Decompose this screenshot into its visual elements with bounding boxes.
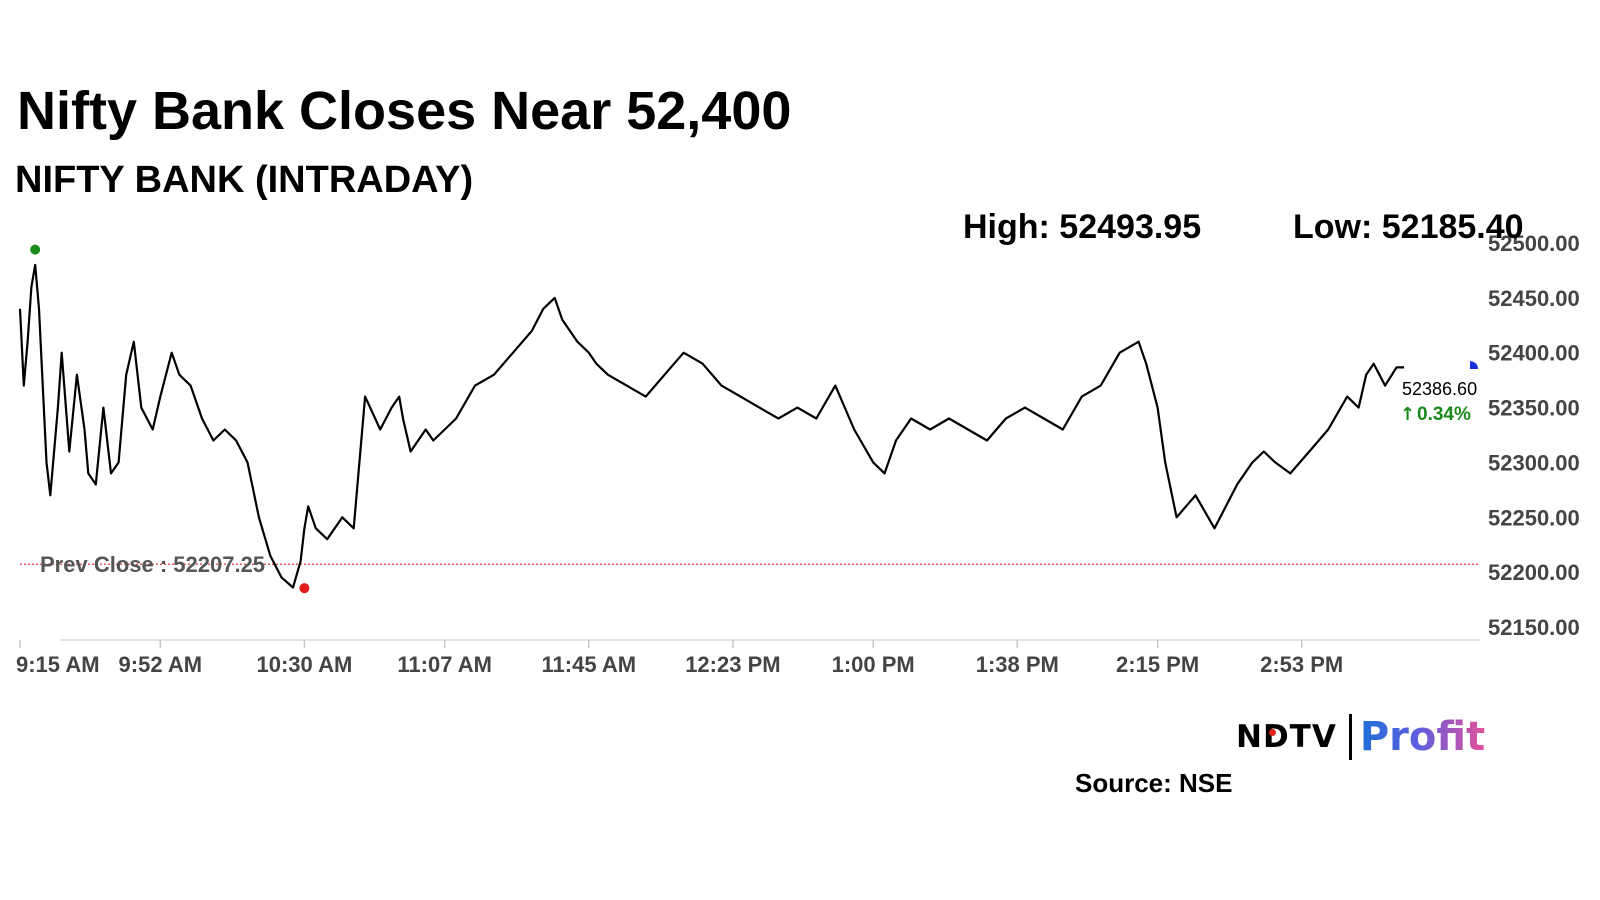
series-line (18, 263, 1405, 589)
last-price-label: 52386.60 (1402, 379, 1477, 399)
day-low-stat: Low: 52185.40 (1293, 208, 1524, 246)
up-arrow-icon: ↑ (1400, 404, 1415, 425)
chart-subtitle: NIFTY BANK (INTRADAY) (15, 159, 474, 201)
x-tick-label: 9:52 AM (119, 652, 203, 677)
y-tick-label: 52500.00 (1488, 231, 1580, 256)
x-tick-label: 1:00 PM (832, 652, 915, 677)
x-tick-label: 11:07 AM (397, 652, 492, 677)
x-axis: 9:15 AM 9:52 AM 10:30 AM 11:07 AM 11:45 AM 12… (16, 640, 1343, 677)
y-tick-label: 52350.00 (1488, 396, 1580, 421)
prev-close-label: Prev Close : 52207.25 (40, 552, 265, 577)
x-tick-label: 12:23 PM (685, 652, 780, 677)
page-title: Nifty Bank Closes Near 52,400 (17, 81, 792, 141)
x-tick-label: 11:45 AM (542, 652, 637, 677)
y-tick-label: 52250.00 (1488, 505, 1580, 530)
day-high-marker (30, 244, 41, 255)
source-note: Source: NSE (1075, 768, 1233, 798)
live-indicator-icon (1470, 361, 1478, 369)
day-high-stat: High: 52493.95 (963, 208, 1202, 246)
x-tick-label: 2:15 PM (1116, 652, 1199, 677)
x-tick-label: 1:38 PM (976, 652, 1059, 677)
y-tick-label: 52200.00 (1488, 560, 1580, 585)
x-tick-label: 10:30 AM (257, 652, 353, 677)
x-tick-label: 2:53 PM (1260, 652, 1343, 677)
brand-divider (1348, 714, 1352, 760)
y-axis: 52500.00 52450.00 52400.00 52350.00 52300.00… (1488, 231, 1580, 640)
brand-dot-icon (1269, 729, 1276, 736)
ndtv-profit-logo: NDTV Profit (1236, 712, 1485, 762)
y-tick-label: 52150.00 (1488, 615, 1580, 640)
y-tick-label: 52300.00 (1488, 450, 1580, 475)
x-tick-label: 9:15 AM (16, 652, 100, 677)
brand-profit-text: Profit (1359, 714, 1486, 760)
change-percent-label: 0.34% (1417, 404, 1471, 425)
y-tick-label: 52450.00 (1488, 286, 1580, 311)
day-low-marker (299, 583, 310, 594)
brand-ndtv-text: NDTV (1236, 719, 1337, 755)
y-tick-label: 52400.00 (1488, 341, 1580, 366)
